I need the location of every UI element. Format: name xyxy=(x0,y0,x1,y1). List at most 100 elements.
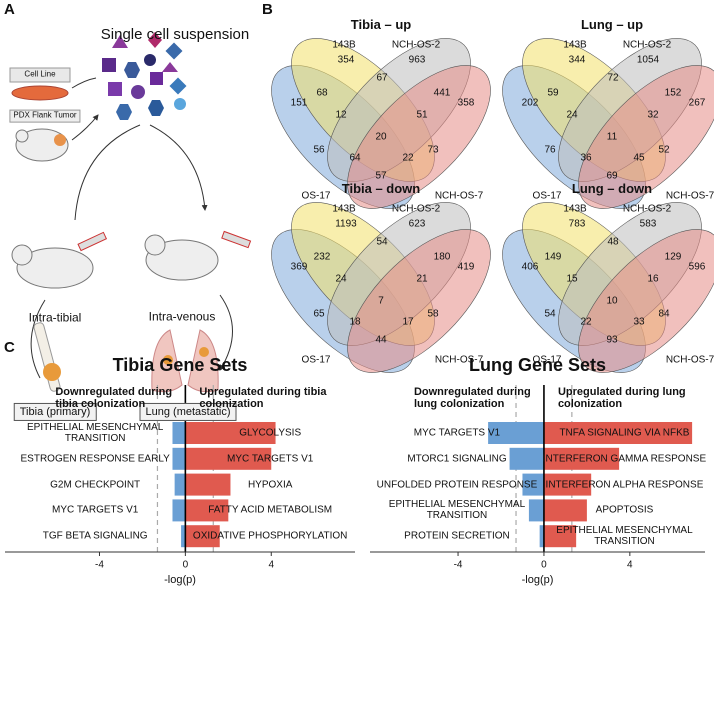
venn-count: 344 xyxy=(568,54,586,66)
venn-count: 419 xyxy=(457,261,475,273)
venn-count: 963 xyxy=(408,54,426,66)
venn-count: 15 xyxy=(566,273,578,285)
venn-count: 52 xyxy=(658,144,670,156)
venn-count: 68 xyxy=(316,87,328,99)
bar xyxy=(522,473,544,496)
venn-title: Tibia – down xyxy=(341,180,421,196)
venn-set-label: 143B xyxy=(332,39,356,51)
cell-line-label: Cell Line xyxy=(24,69,56,79)
venn-count: 64 xyxy=(349,152,361,164)
bar xyxy=(185,447,272,470)
venn-set-label: NCH-OS-7 xyxy=(434,190,484,202)
bar xyxy=(528,499,544,522)
bar-label: MYC TARGETS V1 xyxy=(52,504,139,516)
bar xyxy=(185,422,276,444)
venn-count: 45 xyxy=(633,152,645,164)
bar-label: MYC TARGETS V1 xyxy=(227,453,314,465)
venn-count: 67 xyxy=(376,72,388,84)
venn-count: 11 xyxy=(606,131,618,143)
venn-set-label: NCH-OS-7 xyxy=(665,190,714,202)
x-tick-label: 4 xyxy=(627,559,633,571)
venn-count: 369 xyxy=(290,261,308,273)
venn-count: 56 xyxy=(313,144,325,156)
bar-label: MYC TARGETS V1 xyxy=(413,427,501,439)
series-header: Downregulated during lung colonization xyxy=(413,385,531,410)
venn-set xyxy=(578,65,714,209)
series-header: Upregulated during tibia colonization xyxy=(199,385,327,410)
result-label: Tibia (primary) xyxy=(13,402,97,422)
venn-count: 1054 xyxy=(636,54,660,66)
series-header: Upregulated during lung colonization xyxy=(557,385,686,410)
bar-label: UNFOLDED PROTEIN RESPONSE xyxy=(376,479,538,491)
bar-label: ESTROGEN RESPONSE EARLY xyxy=(20,453,170,465)
bar xyxy=(174,473,186,496)
bar xyxy=(543,422,693,444)
chart-title: Tibia Gene Sets xyxy=(112,355,248,376)
venn-set-label: OS-17 xyxy=(301,190,331,202)
bar xyxy=(185,473,231,496)
venn-set-label: 143B xyxy=(563,39,587,51)
venn-count: 65 xyxy=(313,308,325,320)
venn-count: 441 xyxy=(433,87,451,99)
bar-label: OXIDATIVE PHOSPHORYLATION xyxy=(192,530,348,542)
bar-label: INTERFERON GAMMA RESPONSE xyxy=(542,453,707,465)
venn-count: 149 xyxy=(544,251,562,263)
venn-count: 17 xyxy=(402,316,414,328)
x-axis-label: -log(p) xyxy=(521,573,554,586)
venn-count: 20 xyxy=(375,131,387,143)
venn-set-label: 143B xyxy=(332,203,356,215)
bar xyxy=(172,499,186,522)
venn-set xyxy=(347,229,491,373)
bar-label: INTERFERON ALPHA RESPONSE xyxy=(545,479,704,491)
bar xyxy=(543,499,587,522)
bar-label: APOPTOSIS xyxy=(595,504,654,516)
venn-count: 152 xyxy=(664,87,682,99)
venn-title: Tibia – up xyxy=(350,16,412,32)
venn-count: 623 xyxy=(408,218,426,230)
venn-count: 76 xyxy=(544,144,556,156)
route-label: Intra-venous xyxy=(148,309,216,324)
venn-count: 7 xyxy=(378,295,384,307)
venn-count: 33 xyxy=(633,316,645,328)
venn-count: 202 xyxy=(521,97,539,109)
venn-count: 783 xyxy=(568,218,586,230)
venn-count: 151 xyxy=(290,97,308,109)
venn-count: 358 xyxy=(457,97,475,109)
venn-count: 54 xyxy=(376,236,388,248)
venn-count: 232 xyxy=(313,251,331,263)
venn-count: 406 xyxy=(521,261,539,273)
bar-label: FATTY ACID METABOLISM xyxy=(208,504,333,516)
series-header: Downregulated during tibia colonization xyxy=(55,385,173,410)
bar-label: GLYCOLYSIS xyxy=(239,427,302,439)
bar xyxy=(172,422,186,444)
venn-count: 58 xyxy=(427,308,439,320)
venn-set-label: NCH-OS-2 xyxy=(391,203,441,215)
bar xyxy=(185,525,220,548)
venn-count: 596 xyxy=(688,261,706,273)
venn-count: 44 xyxy=(375,334,387,346)
x-tick-label: 0 xyxy=(182,559,189,571)
bar xyxy=(172,447,186,470)
bar-label: TGF BETA SIGNALING xyxy=(42,530,148,542)
route-label: Intra-tibial xyxy=(28,310,82,325)
bar-label: MTORC1 SIGNALING xyxy=(407,453,507,465)
bar-label: EPITHELIAL MESENCHYMAL TRANSITION xyxy=(27,422,164,444)
bar xyxy=(543,473,592,496)
venn-count: 48 xyxy=(607,236,619,248)
venn-count: 73 xyxy=(427,144,439,156)
venn-count: 32 xyxy=(647,109,659,121)
venn-count: 12 xyxy=(335,109,347,121)
venn-count: 1193 xyxy=(335,218,357,230)
bar xyxy=(181,525,186,548)
bar xyxy=(185,499,229,522)
x-tick-label: 0 xyxy=(541,559,547,571)
venn-set-label: NCH-OS-7 xyxy=(434,354,484,366)
bar-label: TNFA SIGNALING VIA NFKB xyxy=(559,427,690,439)
pdx-label: PDX Flank Tumor xyxy=(9,109,81,123)
venn-set-label: NCH-OS-7 xyxy=(665,354,714,366)
venn-count: 180 xyxy=(433,251,451,263)
x-axis-label: -log(p) xyxy=(164,573,196,586)
venn-count: 16 xyxy=(647,273,659,285)
